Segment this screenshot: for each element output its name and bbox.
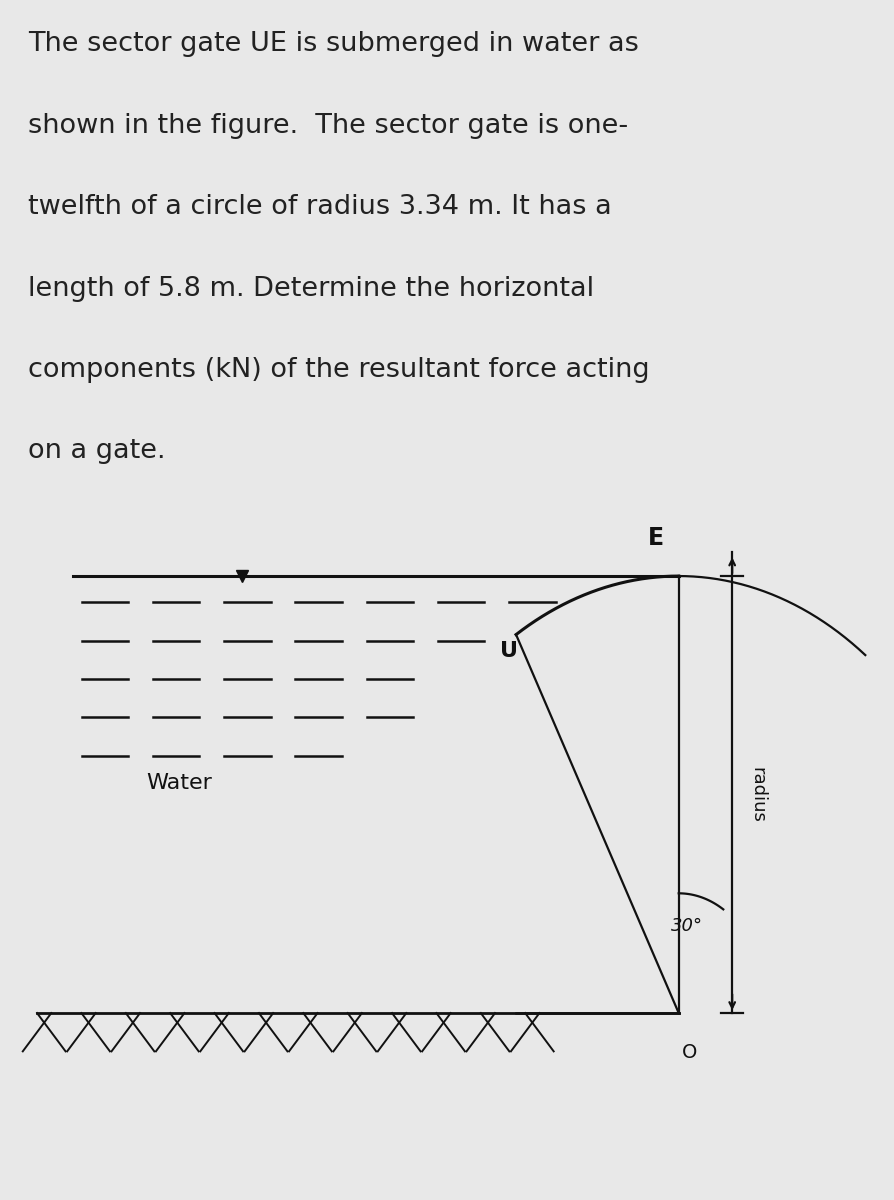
Text: components (kN) of the resultant force acting: components (kN) of the resultant force a… (28, 356, 650, 383)
Text: Water: Water (147, 773, 213, 792)
Text: length of 5.8 m. Determine the horizontal: length of 5.8 m. Determine the horizonta… (28, 276, 595, 301)
Text: twelfth of a circle of radius 3.34 m. It has a: twelfth of a circle of radius 3.34 m. It… (28, 194, 611, 220)
Text: 30°: 30° (671, 917, 703, 935)
Text: E: E (648, 526, 664, 550)
Text: O: O (682, 1043, 697, 1062)
Text: on a gate.: on a gate. (28, 438, 165, 464)
Text: U: U (500, 641, 518, 660)
Text: The sector gate UE is submerged in water as: The sector gate UE is submerged in water… (28, 31, 639, 58)
Text: radius: radius (748, 767, 766, 822)
Text: shown in the figure.  The sector gate is one-: shown in the figure. The sector gate is … (28, 113, 628, 139)
